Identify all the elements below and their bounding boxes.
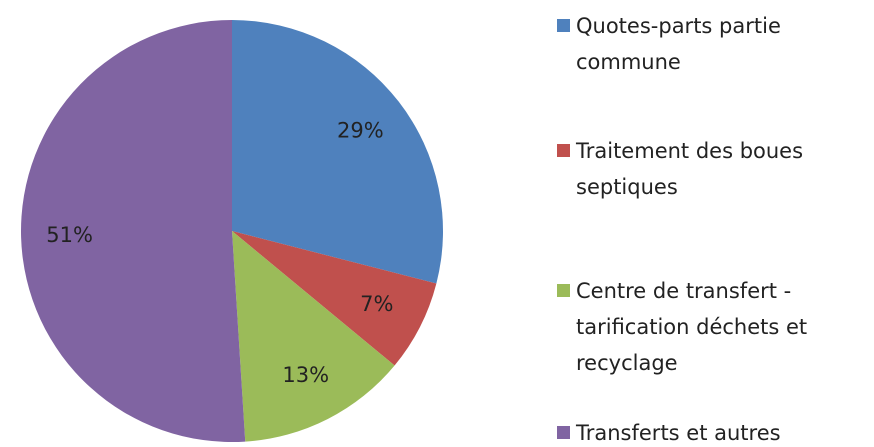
pie-slice — [20, 20, 246, 442]
legend-item: Quotes-parts partie commune — [557, 8, 857, 80]
legend-swatch — [557, 144, 570, 157]
legend-label: Centre de transfert - tarification déche… — [576, 279, 808, 375]
legend-label: Traitement des boues septiques — [576, 139, 804, 199]
pie-slice — [232, 231, 437, 366]
pie-slice — [232, 20, 443, 284]
legend-item: Traitement des boues septiques — [557, 133, 857, 205]
legend-swatch — [557, 426, 570, 439]
data-label: 7% — [360, 292, 393, 316]
data-label: 29% — [337, 118, 384, 142]
legend-label: Transferts et autres — [576, 421, 781, 445]
legend-label: Quotes-parts partie commune — [576, 14, 781, 74]
pie-slice — [232, 231, 395, 442]
legend-swatch — [557, 19, 570, 32]
data-label: 13% — [282, 363, 329, 387]
legend-swatch — [557, 284, 570, 297]
legend-item: Centre de transfert - tarification déche… — [557, 273, 857, 381]
data-label: 51% — [46, 223, 93, 247]
legend-item: Transferts et autres — [557, 415, 857, 447]
